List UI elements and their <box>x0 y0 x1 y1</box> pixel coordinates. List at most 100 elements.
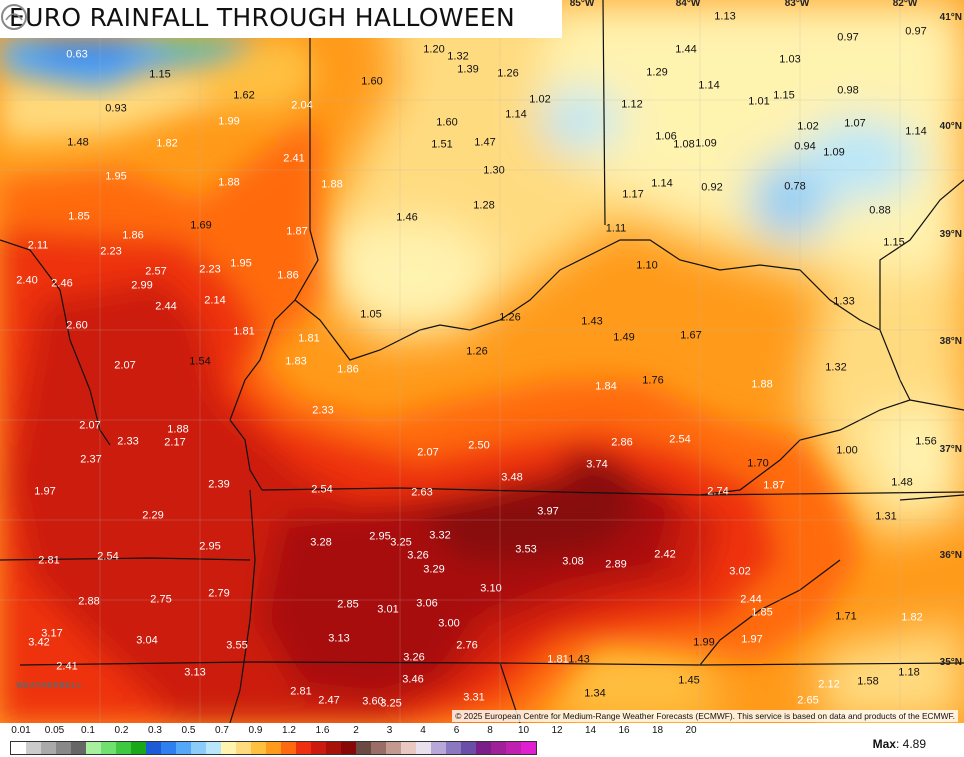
rainfall-value: 1.81 <box>233 325 255 338</box>
legend-swatch <box>506 742 521 754</box>
legend-tick-label: 1.6 <box>315 725 330 736</box>
rainfall-value: 0.92 <box>701 181 723 194</box>
legend-swatch <box>41 742 56 754</box>
rainfall-value: 1.69 <box>190 219 212 232</box>
max-readout: Max: 4.89 <box>872 737 926 751</box>
rainfall-value: 2.23 <box>199 263 221 276</box>
rainfall-value: 3.32 <box>429 529 451 542</box>
lat-label-36n: 36°N <box>939 550 962 561</box>
rainfall-value: 2.41 <box>56 660 78 673</box>
rainfall-value: 2.46 <box>51 277 73 290</box>
rainfall-value: 1.87 <box>763 479 785 492</box>
rainfall-value: 1.26 <box>499 311 521 324</box>
rainfall-value: 1.67 <box>680 329 702 342</box>
rainfall-value: 2.86 <box>611 436 633 449</box>
rainfall-value: 1.28 <box>473 199 495 212</box>
legend-swatch <box>251 742 266 754</box>
map-canvas <box>0 0 964 723</box>
rainfall-value: 1.49 <box>613 331 635 344</box>
rainfall-value: 3.48 <box>501 471 523 484</box>
rainfall-value: 2.07 <box>114 359 136 372</box>
legend-tick-label: 1.2 <box>282 725 296 736</box>
rainfall-value: 3.04 <box>136 634 158 647</box>
rainfall-value: 1.82 <box>901 611 923 624</box>
legend-tick-label: 14 <box>584 725 597 736</box>
legend-swatch <box>26 742 41 754</box>
rainfall-value: 2.89 <box>605 558 627 571</box>
rainfall-value: 1.11 <box>605 222 627 235</box>
rainfall-value: 2.29 <box>142 509 164 522</box>
rainfall-value: 1.48 <box>891 476 913 489</box>
rainfall-value: 3.06 <box>416 597 438 610</box>
rainfall-value: 3.13 <box>184 666 206 679</box>
rainfall-value: 2.33 <box>117 435 139 448</box>
rainfall-value: 1.76 <box>642 374 664 387</box>
rainfall-value: 1.13 <box>714 10 736 23</box>
legend-swatch <box>281 742 296 754</box>
rainfall-value: 2.37 <box>80 453 102 466</box>
rainfall-value: 1.97 <box>741 633 763 646</box>
rainfall-value: 1.88 <box>218 176 240 189</box>
legend-swatch <box>266 742 281 754</box>
legend-swatch <box>491 742 506 754</box>
rainfall-value: 1.84 <box>595 380 617 393</box>
rainfall-value: 2.39 <box>208 478 230 491</box>
rainfall-value: 1.88 <box>167 423 189 436</box>
legend-tick-label: 3 <box>386 725 393 736</box>
rainfall-value: 3.42 <box>28 636 50 649</box>
rainfall-value: 1.43 <box>581 315 603 328</box>
rainfall-value: 1.32 <box>447 50 469 63</box>
rainfall-value: 3.02 <box>729 565 751 578</box>
rainfall-value: 2.54 <box>97 550 119 563</box>
legend-tick-label: 16 <box>618 725 630 736</box>
rainfall-value: 1.31 <box>875 510 897 523</box>
rainfall-value: 1.30 <box>483 164 505 177</box>
rainfall-value: 1.14 <box>698 79 720 92</box>
rainfall-value: 2.95 <box>199 540 221 553</box>
rainfall-value: 1.33 <box>833 295 855 308</box>
rainfall-value: 2.79 <box>208 587 230 600</box>
title-box: EURO RAINFALL THROUGH HALLOWEEN <box>0 0 562 38</box>
rainfall-value: 2.81 <box>290 685 312 698</box>
rainfall-value: 1.20 <box>423 43 445 56</box>
rainfall-value: 1.09 <box>823 146 845 159</box>
rainfall-value: 2.33 <box>312 404 334 417</box>
legend-swatch <box>191 742 206 754</box>
rainfall-value: 2.11 <box>27 239 49 252</box>
rainfall-value: 3.08 <box>562 555 584 568</box>
rainfall-value: 1.12 <box>621 98 643 111</box>
rainfall-value: 1.60 <box>361 75 383 88</box>
rainfall-value: 1.56 <box>915 435 937 448</box>
rainfall-value: 3.25 <box>390 536 412 549</box>
legend-swatch <box>206 742 221 754</box>
rainfall-value: 3.01 <box>377 603 399 616</box>
legend-swatch <box>401 742 416 754</box>
rainfall-value: 2.81 <box>38 554 60 567</box>
rainfall-value: 2.74 <box>707 485 729 498</box>
rainfall-value: 1.99 <box>693 636 715 649</box>
rainfall-value: 1.03 <box>779 53 801 66</box>
rainfall-value: 1.17 <box>622 188 644 201</box>
legend-tick-label: 4 <box>420 725 426 736</box>
rainfall-map[interactable]: 0.63 1.15 0.93 1.62 2.04 1.60 1.20 1.32 1.39 1.26… <box>0 0 964 723</box>
legend-swatch <box>461 742 476 754</box>
lat-label-38n: 38°N <box>939 336 962 347</box>
rainfall-value: 3.17 <box>41 627 63 640</box>
rainfall-value: 1.85 <box>68 210 90 223</box>
rainfall-value: 2.04 <box>291 99 313 112</box>
rainfall-value: 0.93 <box>105 102 127 115</box>
rainfall-value: 1.62 <box>233 89 255 102</box>
lat-label-35n: 35°N <box>939 657 962 668</box>
rainfall-value: 1.05 <box>360 308 382 321</box>
legend-swatch <box>371 742 386 754</box>
legend-swatch <box>236 742 251 754</box>
rainfall-value: 2.17 <box>164 436 186 449</box>
rainfall-value: 2.95 <box>369 530 391 543</box>
rainfall-value: 0.98 <box>837 84 859 97</box>
legend-swatch <box>386 742 401 754</box>
rainfall-value: 3.55 <box>226 639 248 652</box>
legend-swatch <box>476 742 491 754</box>
legend-swatch <box>521 742 536 754</box>
rainfall-value: 1.82 <box>156 137 178 150</box>
lat-label-37n: 37°N <box>939 444 962 455</box>
